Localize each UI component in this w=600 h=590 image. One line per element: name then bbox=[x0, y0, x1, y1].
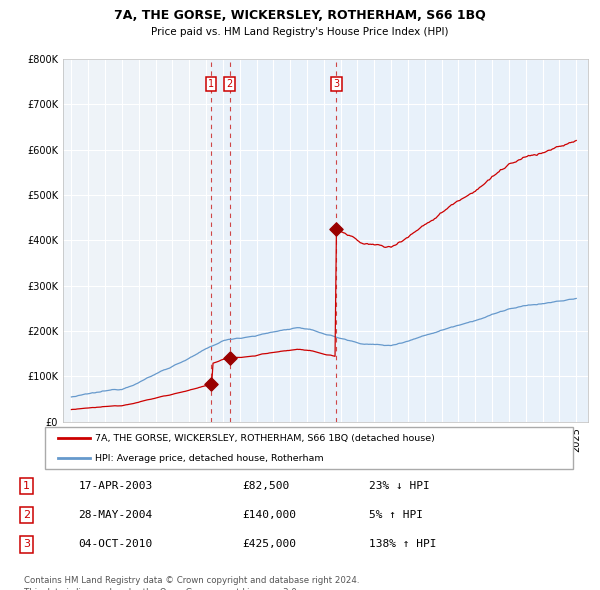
Text: £140,000: £140,000 bbox=[242, 510, 296, 520]
FancyBboxPatch shape bbox=[45, 427, 573, 469]
Text: 28-MAY-2004: 28-MAY-2004 bbox=[78, 510, 152, 520]
Text: 7A, THE GORSE, WICKERSLEY, ROTHERHAM, S66 1BQ: 7A, THE GORSE, WICKERSLEY, ROTHERHAM, S6… bbox=[114, 9, 486, 22]
Text: Contains HM Land Registry data © Crown copyright and database right 2024.
This d: Contains HM Land Registry data © Crown c… bbox=[23, 576, 359, 590]
Point bbox=[225, 353, 235, 363]
Text: 3: 3 bbox=[23, 539, 30, 549]
Bar bbox=[211, 59, 230, 422]
Text: 5% ↑ HPI: 5% ↑ HPI bbox=[369, 510, 423, 520]
Text: Price paid vs. HM Land Registry's House Price Index (HPI): Price paid vs. HM Land Registry's House … bbox=[151, 27, 449, 37]
Text: 23% ↓ HPI: 23% ↓ HPI bbox=[369, 481, 430, 491]
Text: 3: 3 bbox=[334, 79, 340, 89]
Point bbox=[206, 380, 216, 389]
Text: 138% ↑ HPI: 138% ↑ HPI bbox=[369, 539, 437, 549]
Bar bbox=[230, 59, 588, 422]
Text: 2: 2 bbox=[23, 510, 30, 520]
Text: 17-APR-2003: 17-APR-2003 bbox=[78, 481, 152, 491]
Text: 1: 1 bbox=[23, 481, 30, 491]
Text: 7A, THE GORSE, WICKERSLEY, ROTHERHAM, S66 1BQ (detached house): 7A, THE GORSE, WICKERSLEY, ROTHERHAM, S6… bbox=[95, 434, 435, 442]
Text: 04-OCT-2010: 04-OCT-2010 bbox=[78, 539, 152, 549]
Text: 2: 2 bbox=[227, 79, 233, 89]
Point bbox=[332, 224, 341, 234]
Text: £425,000: £425,000 bbox=[242, 539, 296, 549]
Text: HPI: Average price, detached house, Rotherham: HPI: Average price, detached house, Roth… bbox=[95, 454, 324, 463]
Text: 1: 1 bbox=[208, 79, 214, 89]
Text: £82,500: £82,500 bbox=[242, 481, 290, 491]
